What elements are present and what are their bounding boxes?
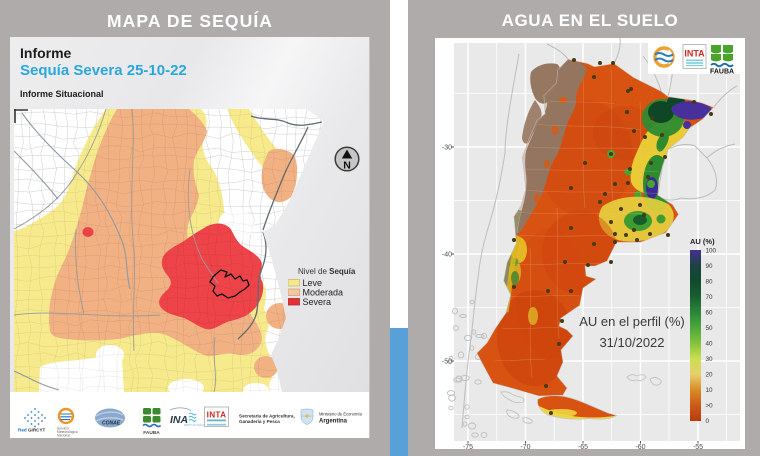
svg-text:80: 80 xyxy=(706,279,714,286)
svg-text:31/10/2022: 31/10/2022 xyxy=(599,335,664,350)
svg-text:Moderada: Moderada xyxy=(303,288,344,298)
svg-text:Severa: Severa xyxy=(303,297,332,307)
svg-text:INSTITUTO NACIONAL DEL AGUA: INSTITUTO NACIONAL DEL AGUA xyxy=(184,424,222,427)
svg-text:20: 20 xyxy=(706,372,714,379)
svg-text:40: 40 xyxy=(706,341,714,348)
svg-text:N: N xyxy=(343,160,351,172)
svg-text:60: 60 xyxy=(706,310,714,317)
svg-text:INTA: INTA xyxy=(684,49,705,59)
svg-text:Nivel de Sequía: Nivel de Sequía xyxy=(298,267,356,276)
svg-text:Meteorológico: Meteorológico xyxy=(57,430,78,434)
svg-text:-40: -40 xyxy=(442,252,452,259)
svg-text:CONAE: CONAE xyxy=(102,421,121,427)
svg-text:AU (%): AU (%) xyxy=(690,237,715,246)
svg-text:Nacional: Nacional xyxy=(57,434,70,438)
svg-text:Servicio: Servicio xyxy=(57,427,69,431)
svg-text:30: 30 xyxy=(706,356,714,363)
svg-text:90: 90 xyxy=(706,263,714,270)
svg-text:50: 50 xyxy=(706,325,714,332)
svg-text:70: 70 xyxy=(706,294,714,301)
svg-text:Ganadería y Pesca: Ganadería y Pesca xyxy=(239,419,280,424)
svg-text:FAUBA: FAUBA xyxy=(143,430,160,436)
svg-text:Secretaría de Agricultura,: Secretaría de Agricultura, xyxy=(239,414,295,419)
svg-text:INA: INA xyxy=(170,414,188,426)
svg-text:INTA: INTA xyxy=(207,411,227,420)
svg-text:FAUBA: FAUBA xyxy=(710,69,734,76)
svg-text:-30: -30 xyxy=(442,145,452,152)
svg-text:100: 100 xyxy=(706,248,717,255)
svg-text:Argentina: Argentina xyxy=(319,419,348,425)
svg-text:Leve: Leve xyxy=(303,278,323,288)
svg-text:-65: -65 xyxy=(578,444,588,449)
svg-text:AU en el perfil (%): AU en el perfil (%) xyxy=(579,314,684,329)
svg-text:>0: >0 xyxy=(706,403,714,410)
svg-text:0: 0 xyxy=(706,418,710,425)
svg-text:-60: -60 xyxy=(635,444,645,449)
svg-text:-70: -70 xyxy=(520,444,530,449)
svg-text:10: 10 xyxy=(706,387,714,394)
svg-text:-55: -55 xyxy=(693,444,703,449)
svg-text:-50: -50 xyxy=(442,359,452,366)
svg-text:Red GIRCYT: Red GIRCYT xyxy=(18,428,46,433)
svg-text:Ministerio de Economía: Ministerio de Economía xyxy=(319,412,362,417)
svg-text:-75: -75 xyxy=(463,444,473,449)
